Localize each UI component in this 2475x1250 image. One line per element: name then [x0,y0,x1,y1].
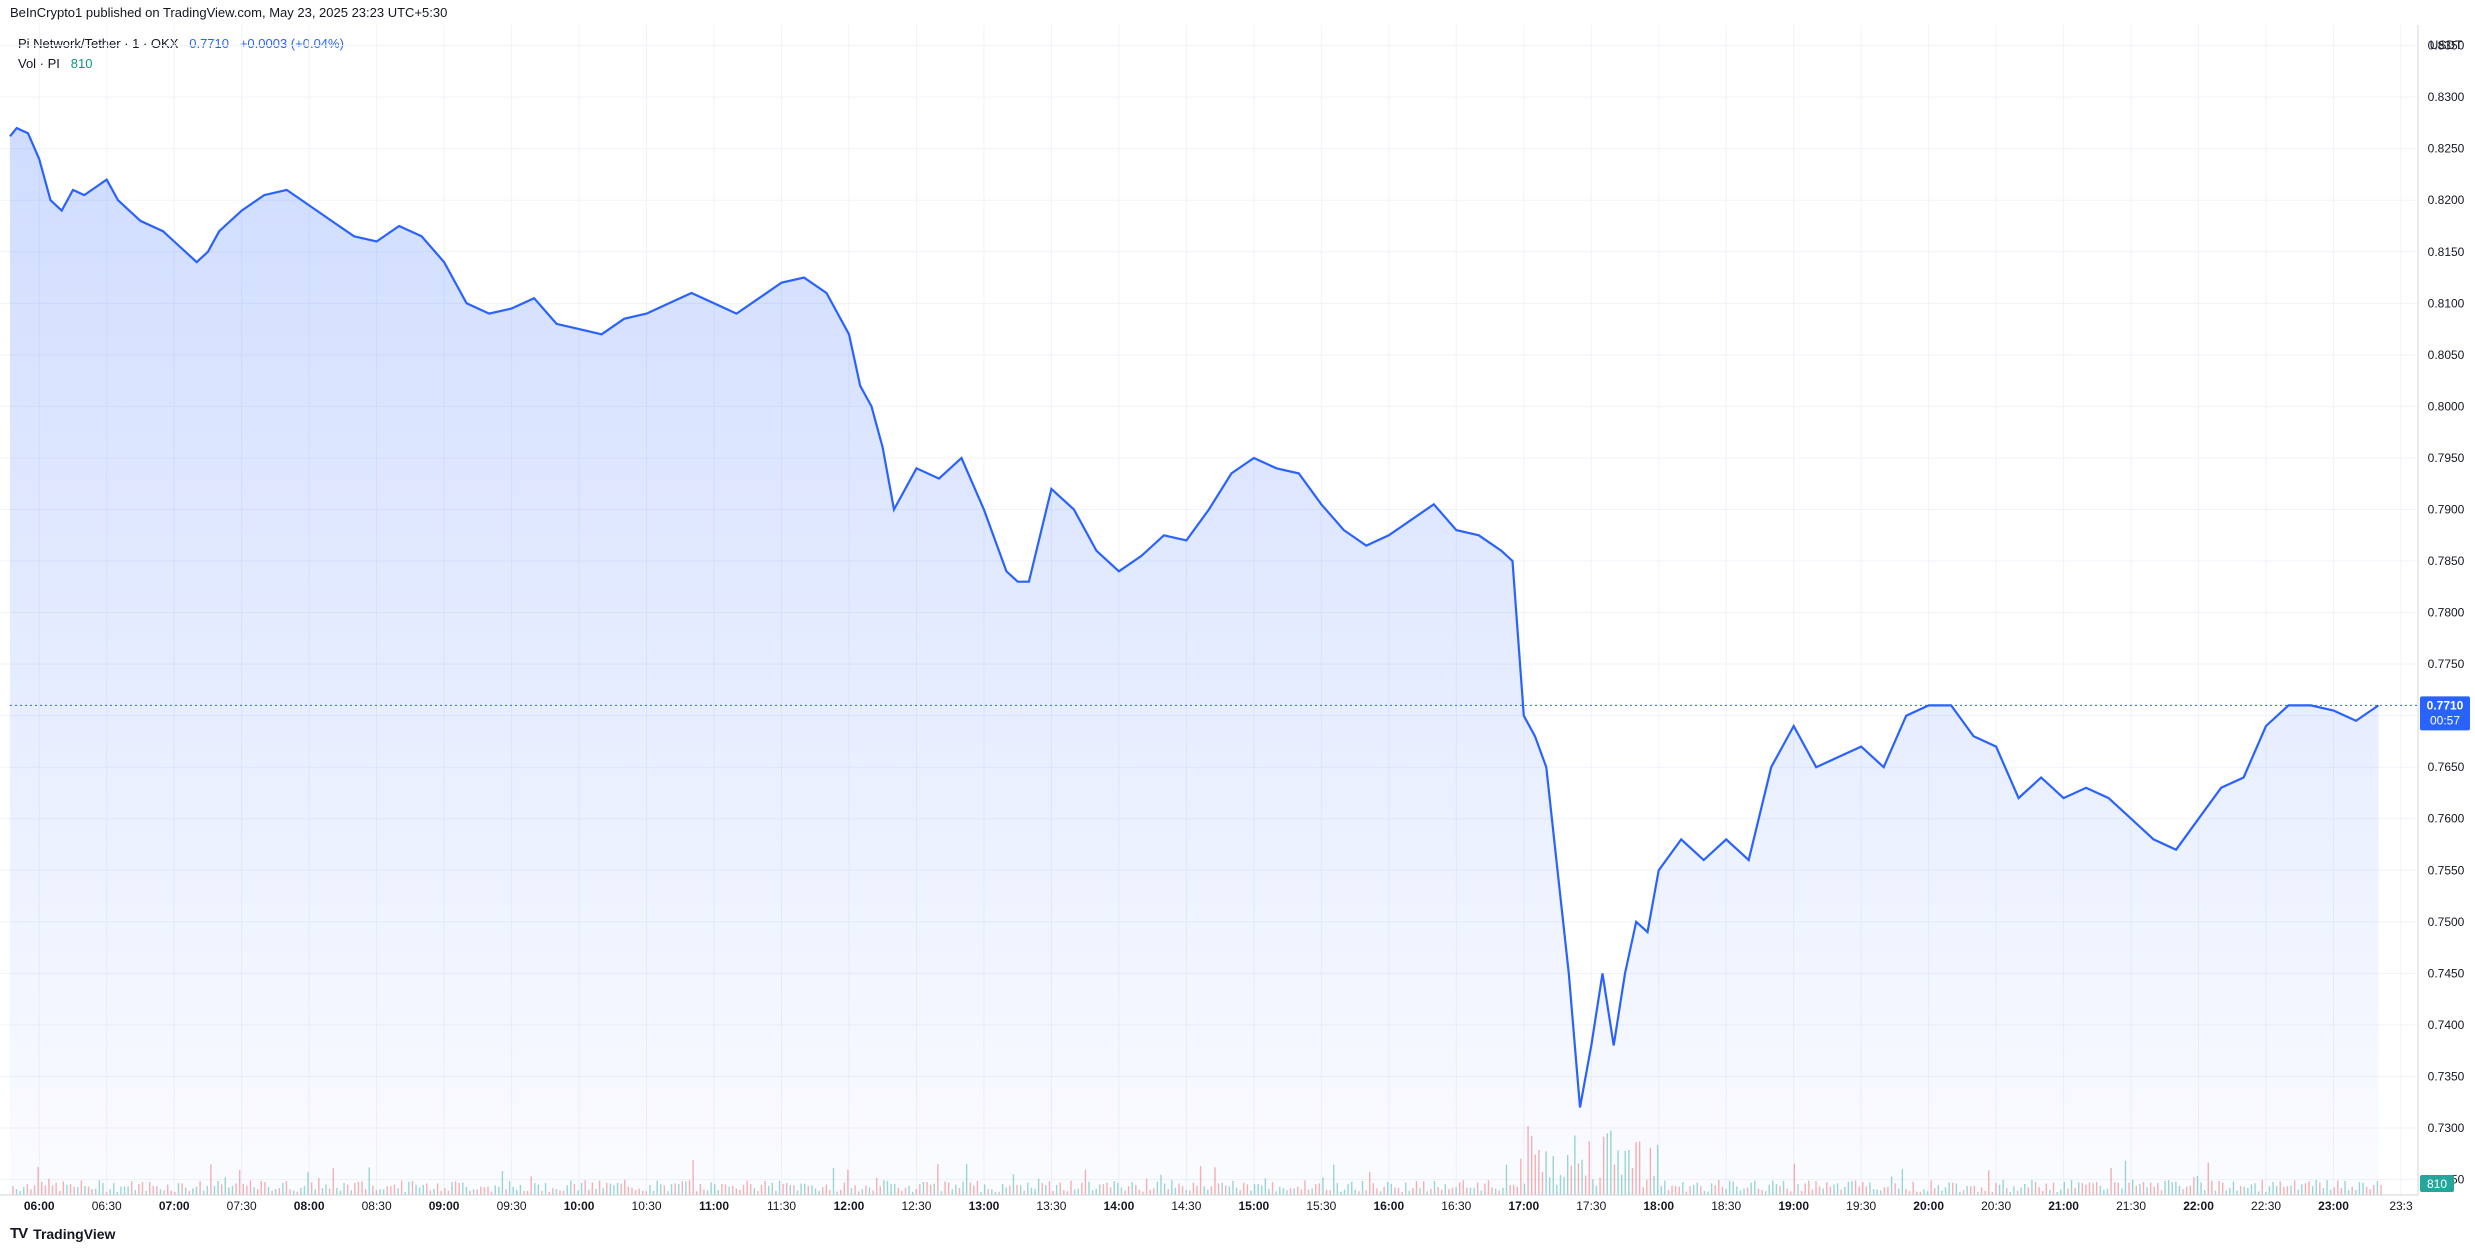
x-tick-label: 08:30 [362,1199,392,1213]
y-tick-label: 0.8150 [2428,245,2465,259]
tradingview-logo-icon: TV [10,1225,28,1242]
y-tick-label: 0.7800 [2428,606,2465,620]
published-by: BeInCrypto1 published on TradingView.com… [10,5,448,20]
y-tick-label: 0.7950 [2428,451,2465,465]
y-tick-label: 0.8250 [2428,142,2465,156]
last-price: 0.7710 [189,36,229,51]
x-tick-label: 22:00 [2183,1199,2214,1213]
x-tick-label: 16:00 [1373,1199,1404,1213]
volume-badge: 810 [2420,1175,2454,1192]
x-tick-label: 12:00 [834,1199,865,1213]
currency-label[interactable]: USDT [2430,38,2463,52]
volume-value: 810 [70,56,93,71]
tradingview-brand: TradingView [33,1225,116,1242]
chart-legend: Pi Network/Tether · 1 · OKX 0.7710 +0.00… [18,34,344,74]
y-tick-label: 0.7300 [2428,1121,2465,1135]
x-tick-label: 11:30 [767,1199,796,1213]
volume-badge-value: 810 [2427,1177,2447,1191]
x-tick-label: 14:00 [1104,1199,1135,1213]
x-tick-label: 13:00 [969,1199,1000,1213]
price-area-fill [10,128,2379,1196]
y-tick-label: 0.8350 [2428,39,2465,53]
x-tick-label: 07:00 [159,1199,190,1213]
y-tick-label: 0.7450 [2428,966,2465,980]
x-tick-label: 16:30 [1441,1199,1471,1213]
x-tick-label: 23:00 [2318,1199,2349,1213]
y-tick-label: 0.8050 [2428,348,2465,362]
y-tick-label: 0.7400 [2428,1018,2465,1032]
x-tick-label: 09:00 [429,1199,460,1213]
x-tick-label: 18:30 [1711,1199,1741,1213]
time-scale[interactable]: 06:00 06:30 07:00 07:30 08:00 08:30 09:00 09:30… [24,1199,2413,1213]
y-tick-label: 0.8100 [2428,296,2465,310]
y-tick-label: 0.8300 [2428,90,2465,104]
y-tick-label: 0.7850 [2428,554,2465,568]
y-tick-label: 0.7900 [2428,502,2465,516]
price-scale[interactable]: 0.8350 0.8300 0.8250 0.8200 0.8150 0.8100 0.80… [2428,39,2465,1187]
y-tick-label: 0.8200 [2428,193,2465,207]
symbol-legend-row[interactable]: Pi Network/Tether · 1 · OKX 0.7710 +0.00… [18,34,344,54]
x-tick-label: 13:30 [1036,1199,1066,1213]
x-tick-label: 10:30 [632,1199,662,1213]
current-price-badge: 0.7710 00:57 [2420,696,2470,731]
x-tick-label: 10:00 [564,1199,595,1213]
x-tick-label: 08:00 [294,1199,325,1213]
x-tick-label: 07:30 [227,1199,257,1213]
price-line [9,126,2380,1108]
x-tick-label: 21:30 [2116,1199,2146,1213]
x-tick-label: 17:30 [1576,1199,1606,1213]
countdown-timer: 00:57 [2430,713,2460,727]
y-tick-label: 0.7550 [2428,863,2465,877]
y-tick-label: 0.7650 [2428,760,2465,774]
y-tick-label: 0.7750 [2428,657,2465,671]
y-tick-label: 0.7350 [2428,1069,2465,1083]
x-tick-label: 18:00 [1643,1199,1674,1213]
x-tick-label: 21:00 [2048,1199,2079,1213]
x-tick-label: 22:30 [2251,1199,2281,1213]
x-tick-label: 19:30 [1846,1199,1876,1213]
x-tick-label: 12:30 [901,1199,931,1213]
x-tick-label: 11:00 [699,1199,729,1213]
y-tick-label: 0.7600 [2428,812,2465,826]
x-tick-label: 06:30 [92,1199,122,1213]
x-tick-label: 20:30 [1981,1199,2011,1213]
x-tick-label: 15:00 [1239,1199,1270,1213]
tradingview-logo[interactable]: TV TradingView [10,1225,115,1242]
y-tick-label: 0.7500 [2428,915,2465,929]
x-tick-label: 06:00 [24,1199,55,1213]
x-tick-label: 14:30 [1171,1199,1201,1213]
symbol-name: Pi Network/Tether · 1 · OKX [18,36,179,51]
x-tick-label: 15:30 [1306,1199,1336,1213]
x-tick-label: 09:30 [497,1199,527,1213]
y-tick-label: 0.8000 [2428,399,2465,413]
price-change: +0.0003 (+0.04%) [239,36,344,51]
x-tick-label: 17:00 [1508,1199,1539,1213]
x-tick-label: 23:3 [2389,1199,2413,1213]
x-tick-label: 19:00 [1778,1199,1809,1213]
x-tick-label: 20:00 [1913,1199,1944,1213]
current-price-value: 0.7710 [2427,698,2464,712]
